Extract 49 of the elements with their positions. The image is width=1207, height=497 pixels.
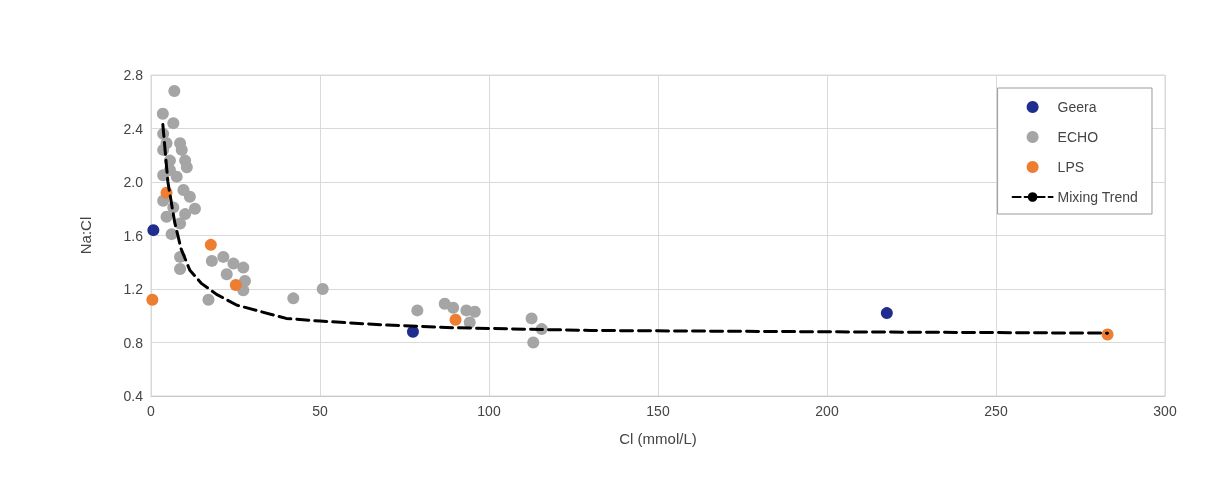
point [156, 107, 169, 120]
point [183, 190, 196, 203]
x-tick-label: 250 [984, 403, 1008, 419]
x-axis-title: Cl (mmol/L) [619, 430, 697, 447]
x-tick-label: 300 [1153, 403, 1177, 419]
point [217, 250, 230, 263]
point [167, 117, 180, 130]
point [147, 224, 160, 237]
y-tick-label: 2.0 [123, 174, 144, 190]
point [447, 301, 460, 314]
point [229, 278, 242, 291]
point [165, 228, 178, 241]
point [525, 312, 538, 325]
y-tick-label: 1.2 [123, 281, 144, 297]
point [463, 316, 476, 329]
point [220, 268, 233, 281]
point [527, 336, 540, 349]
point [146, 293, 159, 306]
y-tick-label: 2.8 [123, 67, 144, 83]
point [237, 261, 250, 274]
y-tick-label: 1.6 [123, 227, 144, 244]
point [449, 313, 462, 326]
y-axis-title: Na:Cl [77, 216, 94, 255]
y-tick-label: 0.8 [123, 334, 144, 351]
y-tick-label: 0.4 [123, 388, 144, 404]
point [179, 208, 192, 221]
x-tick-label: 100 [477, 403, 501, 419]
x-tick-label: 0 [147, 403, 156, 419]
point [174, 262, 187, 275]
point [227, 257, 240, 270]
y-tick-label: 2.4 [123, 120, 144, 137]
x-tick-label: 50 [312, 403, 328, 419]
x-tick-label: 200 [815, 403, 839, 419]
legend-label: Geera [1057, 99, 1097, 115]
point [411, 304, 424, 317]
point [168, 85, 181, 98]
legend-label: Mixing Trend [1057, 189, 1138, 205]
x-tick-label: 150 [646, 403, 670, 419]
point [188, 202, 201, 215]
point [287, 292, 300, 305]
point [316, 283, 329, 295]
point [880, 307, 893, 320]
legend-label: LPS [1057, 159, 1085, 175]
point [204, 238, 217, 251]
point [205, 254, 218, 267]
legend-label: ECHO [1057, 129, 1099, 145]
point [180, 161, 193, 174]
point [202, 293, 215, 306]
point [160, 210, 173, 223]
